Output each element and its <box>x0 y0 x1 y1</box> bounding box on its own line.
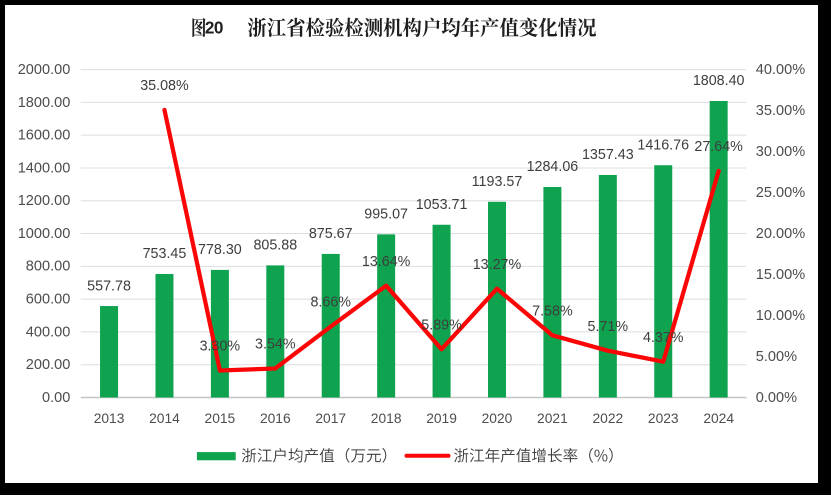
svg-text:13.64%: 13.64% <box>362 254 411 270</box>
svg-text:2016: 2016 <box>260 411 291 426</box>
svg-text:20.00%: 20.00% <box>756 226 805 242</box>
svg-text:8.66%: 8.66% <box>310 295 351 311</box>
svg-text:35.08%: 35.08% <box>140 78 189 94</box>
svg-text:0.00%: 0.00% <box>756 390 797 406</box>
svg-text:400.00: 400.00 <box>26 324 71 340</box>
svg-text:2020: 2020 <box>482 411 513 426</box>
svg-text:2017: 2017 <box>315 411 346 426</box>
svg-text:1053.71: 1053.71 <box>416 197 468 213</box>
svg-text:5.89%: 5.89% <box>421 317 462 333</box>
svg-text:1808.40: 1808.40 <box>693 73 745 89</box>
svg-text:2014: 2014 <box>149 411 180 426</box>
svg-text:1357.43: 1357.43 <box>582 147 634 163</box>
svg-text:2021: 2021 <box>537 411 568 426</box>
svg-text:3.30%: 3.30% <box>200 339 241 355</box>
svg-text:2019: 2019 <box>426 411 457 426</box>
svg-text:557.78: 557.78 <box>87 278 131 294</box>
svg-text:2024: 2024 <box>703 411 734 426</box>
svg-text:600.00: 600.00 <box>26 292 71 308</box>
svg-text:7.58%: 7.58% <box>532 304 573 320</box>
svg-text:1400.00: 1400.00 <box>18 160 71 176</box>
svg-text:1284.06: 1284.06 <box>527 159 579 175</box>
svg-text:3.54%: 3.54% <box>255 337 296 353</box>
svg-text:0.00: 0.00 <box>42 390 70 406</box>
svg-text:27.64%: 27.64% <box>694 139 743 155</box>
svg-text:800.00: 800.00 <box>26 259 71 275</box>
svg-text:1416.76: 1416.76 <box>637 137 689 153</box>
svg-text:25.00%: 25.00% <box>756 185 805 201</box>
svg-text:4.37%: 4.37% <box>643 330 684 346</box>
svg-text:2015: 2015 <box>205 411 236 426</box>
svg-text:1800.00: 1800.00 <box>18 95 71 111</box>
svg-text:2022: 2022 <box>592 411 623 426</box>
svg-text:2023: 2023 <box>648 411 679 426</box>
svg-text:30.00%: 30.00% <box>756 144 805 160</box>
svg-text:40.00%: 40.00% <box>756 62 805 78</box>
svg-text:2013: 2013 <box>94 411 125 426</box>
svg-text:1200.00: 1200.00 <box>18 193 71 209</box>
svg-text:778.30: 778.30 <box>198 242 242 258</box>
svg-text:1193.57: 1193.57 <box>472 174 523 190</box>
svg-text:875.67: 875.67 <box>309 226 353 242</box>
svg-text:35.00%: 35.00% <box>756 103 805 119</box>
svg-text:805.88: 805.88 <box>253 238 297 254</box>
svg-text:20: 20 <box>205 17 223 37</box>
svg-text:13.27%: 13.27% <box>473 257 522 273</box>
svg-text:2000.00: 2000.00 <box>18 62 71 78</box>
svg-text:5.00%: 5.00% <box>756 349 797 365</box>
svg-text:753.45: 753.45 <box>143 246 187 262</box>
svg-text:2018: 2018 <box>371 411 402 426</box>
svg-text:10.00%: 10.00% <box>756 308 805 324</box>
svg-text:200.00: 200.00 <box>26 357 71 373</box>
svg-text:15.00%: 15.00% <box>756 267 805 283</box>
svg-text:1000.00: 1000.00 <box>18 226 71 242</box>
svg-text:995.07: 995.07 <box>364 207 408 223</box>
svg-text:1600.00: 1600.00 <box>18 128 71 144</box>
svg-text:5.71%: 5.71% <box>588 319 629 335</box>
